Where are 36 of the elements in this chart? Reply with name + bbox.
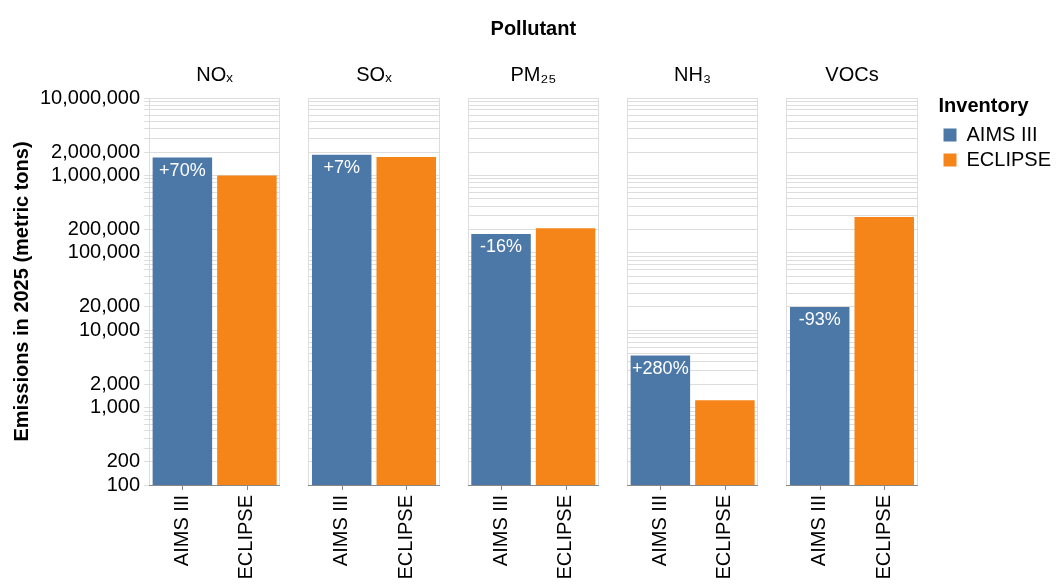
text: ECLIPSE [553, 495, 576, 580]
x-tick-label: NH₃ [674, 62, 712, 85]
text: ECLIPSE [234, 495, 257, 580]
x-tick-label: PM₂₅ [510, 62, 557, 85]
y-tick-label: 100,000 [67, 240, 141, 263]
x-tick-label: SOₓ [356, 62, 393, 85]
y-tick-label: 200 [106, 449, 141, 472]
text: ECLIPSE [712, 495, 735, 580]
text: ECLIPSE [871, 495, 894, 580]
text: AIMS III [807, 495, 830, 567]
annotation: +280% [632, 357, 689, 378]
x-tick-label: VOCs [825, 62, 879, 85]
y-tick-label: 10,000,000 [39, 85, 141, 108]
y-tick-label: 2,000 [90, 371, 141, 394]
legend-title: Inventory [938, 93, 1030, 116]
y-axis-title: Emissions in 2025 (metric tons) [9, 141, 32, 442]
legend-label: ECLIPSE [966, 147, 1051, 170]
text: ECLIPSE [393, 495, 416, 580]
x-tick-label: NOₓ [196, 62, 234, 85]
y-tick-label: 10,000 [78, 317, 141, 340]
y-tick-label: 100 [106, 472, 141, 495]
y-tick-label: 1,000,000 [51, 162, 141, 185]
annotation: +7% [323, 156, 360, 177]
annotation: +70% [159, 159, 206, 180]
text: AIMS III [647, 495, 670, 567]
y-tick-label: 20,000 [78, 294, 141, 317]
y-tick-label: 1,000 [90, 395, 141, 418]
text: AIMS III [169, 495, 192, 567]
y-tick-label: 2,000,000 [51, 139, 141, 162]
annotation: -93% [798, 308, 841, 329]
annotation: -16% [480, 235, 523, 256]
legend-label: AIMS III [966, 122, 1038, 145]
text: AIMS III [329, 495, 352, 567]
y-tick-label: 200,000 [67, 217, 141, 240]
x-axis-title: Pollutant [490, 16, 577, 39]
text: AIMS III [488, 495, 511, 567]
